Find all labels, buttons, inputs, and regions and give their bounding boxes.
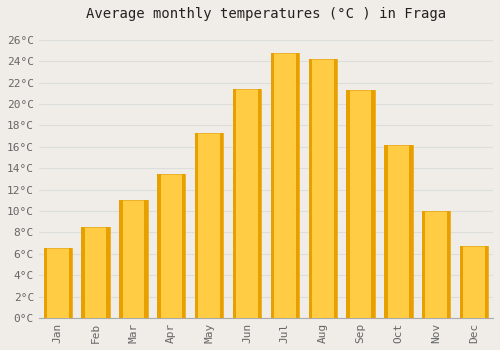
Bar: [68, 248, 72, 318]
Bar: [334, 59, 337, 318]
Bar: [157, 174, 186, 318]
Bar: [384, 145, 412, 318]
Bar: [270, 52, 274, 318]
Bar: [82, 227, 110, 318]
Bar: [270, 52, 299, 318]
Bar: [447, 211, 450, 318]
Bar: [460, 246, 488, 318]
Bar: [44, 248, 47, 318]
Bar: [220, 133, 224, 318]
Bar: [44, 248, 72, 318]
Bar: [233, 89, 261, 318]
Bar: [308, 59, 312, 318]
Bar: [308, 59, 337, 318]
Bar: [144, 200, 148, 318]
Bar: [485, 246, 488, 318]
Bar: [195, 133, 198, 318]
Bar: [82, 227, 85, 318]
Bar: [119, 200, 148, 318]
Bar: [384, 145, 388, 318]
Bar: [296, 52, 299, 318]
Bar: [157, 174, 160, 318]
Bar: [422, 211, 450, 318]
Bar: [346, 90, 375, 318]
Bar: [195, 133, 224, 318]
Bar: [233, 89, 236, 318]
Bar: [182, 174, 186, 318]
Bar: [106, 227, 110, 318]
Bar: [460, 246, 464, 318]
Bar: [258, 89, 261, 318]
Bar: [409, 145, 412, 318]
Bar: [346, 90, 350, 318]
Bar: [422, 211, 426, 318]
Bar: [372, 90, 375, 318]
Bar: [119, 200, 122, 318]
Title: Average monthly temperatures (°C ) in Fraga: Average monthly temperatures (°C ) in Fr…: [86, 7, 446, 21]
